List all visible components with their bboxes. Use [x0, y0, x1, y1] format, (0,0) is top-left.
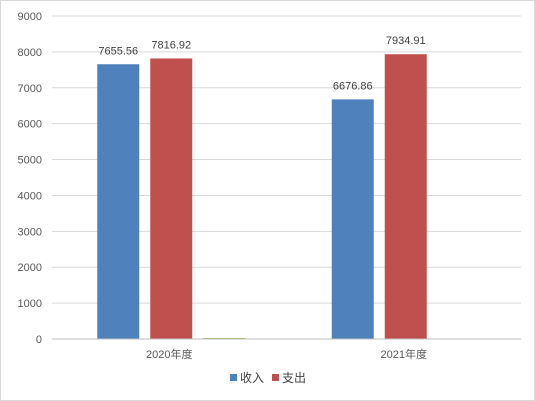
data-label: 7934.91	[386, 35, 426, 47]
y-tick-label: 0	[36, 334, 42, 346]
legend-label: 支出	[282, 371, 306, 385]
legend-label: 收入	[240, 371, 264, 385]
y-tick-label: 7000	[18, 83, 42, 95]
x-category-label: 2021年度	[381, 347, 427, 361]
y-tick-label: 1000	[18, 298, 42, 310]
x-category-label: 2020年度	[146, 347, 192, 361]
y-tick-label: 6000	[18, 119, 42, 131]
y-tick-label: 9000	[18, 11, 42, 23]
data-label: 6676.86	[333, 80, 373, 92]
y-tick-label: 3000	[18, 226, 42, 238]
data-label: 7655.56	[98, 45, 138, 57]
bar	[150, 58, 193, 340]
y-tick-label: 4000	[18, 190, 42, 202]
y-tick-label: 8000	[18, 47, 42, 59]
y-tick-label: 5000	[18, 155, 42, 167]
legend-swatch	[272, 374, 279, 381]
data-label: 7816.92	[151, 39, 191, 51]
legend-swatch	[230, 374, 237, 381]
bar	[331, 99, 374, 340]
bar	[384, 54, 427, 340]
y-tick-label: 2000	[18, 262, 42, 274]
bar	[97, 64, 140, 339]
